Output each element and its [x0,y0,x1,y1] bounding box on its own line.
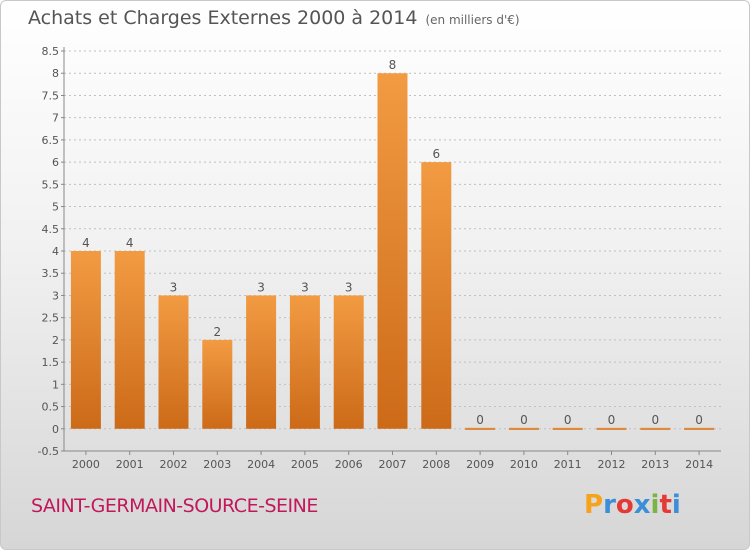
x-tick-label-2008: 2008 [422,458,450,471]
bar-2007 [377,73,408,429]
data-label-2002: 3 [170,280,178,294]
data-label-2010: 0 [520,413,528,427]
bar-2000 [70,251,101,429]
x-tick-label-2003: 2003 [203,458,231,471]
commune-name: SAINT-GERMAIN-SOURCE-SEINE [31,495,318,517]
chart-title-text: Achats et Charges Externes 2000 à 2014 [28,7,418,29]
data-label-2005: 3 [301,280,309,294]
bar-2002 [158,295,189,429]
data-label-2014: 0 [695,413,703,427]
bars [70,73,715,430]
bar-2006 [333,295,364,429]
x-tick-label-2014: 2014 [685,458,713,471]
bar-2004 [246,295,277,429]
chart-title: Achats et Charges Externes 2000 à 2014 (e… [28,7,520,29]
x-tick-label-2013: 2013 [641,458,669,471]
y-tick-label: 8 [52,67,59,80]
y-tick-label: 0 [52,423,59,436]
x-tick-label-2002: 2002 [160,458,188,471]
data-label-2013: 0 [651,413,659,427]
x-tick-label-2007: 2007 [379,458,407,471]
x-tick-label-2009: 2009 [466,458,494,471]
brand-letter: P [584,490,604,520]
data-label-2000: 4 [82,236,90,250]
y-tick-label: 8.5 [42,45,60,58]
x-tick-label-2010: 2010 [510,458,538,471]
y-tick-label: 0.5 [42,401,60,414]
data-label-2003: 2 [213,325,221,339]
x-tick-label-2011: 2011 [554,458,582,471]
bar-2011 [552,427,583,430]
y-tick-label: 1.5 [42,356,60,369]
y-tick-label: 4.5 [42,223,60,236]
x-tick-label-2006: 2006 [335,458,363,471]
brand-letter: t [659,490,672,520]
y-tick-label: 7.5 [42,89,60,102]
x-tick-label-2001: 2001 [116,458,144,471]
data-label-2008: 6 [432,147,440,161]
y-tick-label: 2 [52,334,59,347]
bar-2013 [640,427,671,430]
x-tick-label-2004: 2004 [247,458,275,471]
bar-2003 [202,339,233,429]
labels: -0.5 0 0.5 1 1.5 2 2.5 3 3.5 4 4.5 5 5.5 6 6.5 7 7.5 8 8.5… [38,45,714,471]
data-label-2012: 0 [608,413,616,427]
data-label-2011: 0 [564,413,572,427]
data-label-2006: 3 [345,280,353,294]
bar-2001 [114,251,145,429]
brand-letter: o [615,490,634,520]
data-label-2004: 3 [257,280,265,294]
y-tick-label: 5.5 [42,178,60,191]
bar-2008 [421,162,452,429]
y-tick-label: 3.5 [42,267,60,280]
bar-2014 [684,427,715,430]
data-label-2009: 0 [476,413,484,427]
x-tick-label-2005: 2005 [291,458,319,471]
brand-letter: i [650,490,660,520]
y-tick-label: 2.5 [42,312,60,325]
y-tick-label: 5 [52,201,59,214]
y-tick-label: 6 [52,156,59,169]
brand-letter: r [603,490,616,520]
data-label-2001: 4 [126,236,134,250]
x-tick-label-2000: 2000 [72,458,100,471]
brand-letter: x [633,490,651,520]
y-tick-label: -0.5 [38,445,59,458]
brand-letter: i [671,490,681,520]
brand-logo: Proxiti [584,490,681,520]
data-label-2007: 8 [389,58,397,72]
bar-2009 [465,427,496,430]
axes [61,47,721,455]
x-tick-label-2012: 2012 [598,458,626,471]
bar-2010 [508,427,539,430]
y-tick-label: 7 [52,112,59,125]
y-tick-label: 4 [52,245,59,258]
y-tick-label: 3 [52,289,59,302]
y-tick-label: 6.5 [42,134,60,147]
chart-subtitle: (en milliers d'€) [425,13,520,27]
y-tick-label: 1 [52,378,59,391]
bar-2012 [596,427,627,430]
bar-2005 [289,295,320,429]
